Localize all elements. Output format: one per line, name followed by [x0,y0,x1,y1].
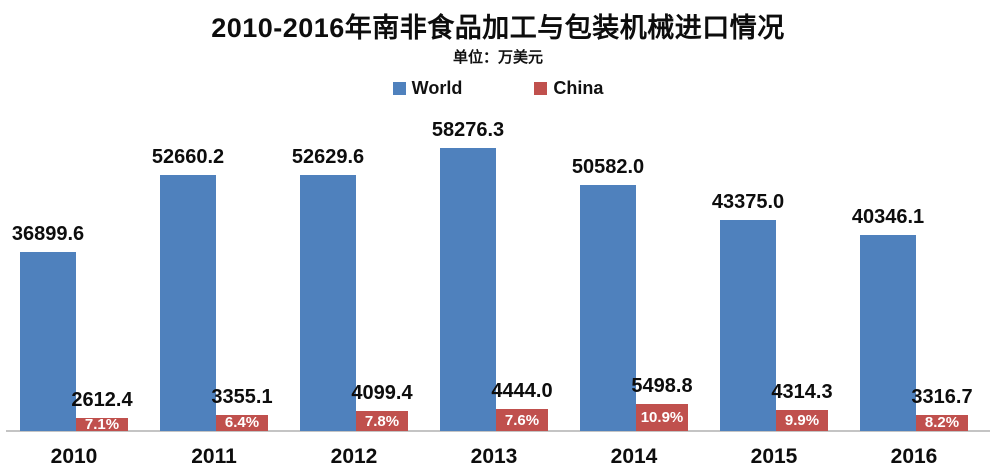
legend: World China [0,78,996,99]
china-share-label-2013: 7.6% [504,411,540,429]
world-swatch-icon [392,82,406,95]
china-value-label-2016: 3316.7 [911,385,973,408]
china-bar-2014 [636,404,688,431]
china-bar-2016 [916,414,968,431]
china-value-label-2012: 4099.4 [351,382,413,405]
china-bar-2010 [76,418,128,431]
world-bar-2014 [580,185,636,431]
world-value-label-2010: 36899.6 [11,222,85,245]
x-tick-2015: 2015 [750,445,798,468]
world-bar-2013 [440,148,496,431]
china-swatch-icon [534,82,548,95]
china-value-label-2014: 5498.8 [631,375,693,398]
world-value-label-2011: 52660.2 [151,146,225,169]
china-bar-2015 [776,410,828,431]
world-bar-2010 [20,251,76,431]
china-share-label-2015: 9.9% [784,412,820,430]
legend-item-china: China [534,78,603,99]
china-value-label-2011: 3355.1 [211,385,273,408]
world-value-label-2016: 40346.1 [851,206,925,229]
china-bar-2011 [216,414,268,431]
x-axis-line [6,430,990,432]
china-value-label-2010: 2612.4 [71,389,133,412]
world-value-label-2012: 52629.6 [291,146,365,169]
china-value-label-2015: 4314.3 [771,381,833,404]
world-value-label-2015: 43375.0 [711,191,785,214]
china-share-label-2016: 8.2% [924,414,960,432]
x-tick-2012: 2012 [330,445,378,468]
x-tick-2011: 2011 [191,445,237,468]
china-bar-2013 [496,409,548,431]
legend-item-world: World [392,78,463,99]
world-bar-2011 [160,175,216,431]
unit-label: 单位：万美元 [452,49,543,66]
world-value-label-2013: 58276.3 [431,119,505,141]
china-share-label-2014: 10.9% [640,409,684,427]
china-share-label-2010: 7.1% [84,416,120,434]
world-bar-2015 [720,220,776,431]
world-bar-2012 [300,175,356,431]
chart-title: 2010-2016年南非食品加工与包装机械进口情况 [211,13,785,43]
x-tick-2016: 2016 [890,445,938,468]
china-share-label-2012: 7.8% [364,412,400,430]
x-tick-2013: 2013 [470,445,518,468]
legend-label-china: China [553,78,604,98]
world-value-label-2014: 50582.0 [571,156,645,179]
x-tick-2014: 2014 [610,445,658,468]
legend-label-world: World [411,78,463,98]
china-bar-2012 [356,411,408,431]
x-tick-2010: 2010 [50,445,98,468]
china-value-label-2013: 4444.0 [491,380,553,403]
china-share-label-2011: 6.4% [224,414,260,432]
world-bar-2016 [860,235,916,431]
